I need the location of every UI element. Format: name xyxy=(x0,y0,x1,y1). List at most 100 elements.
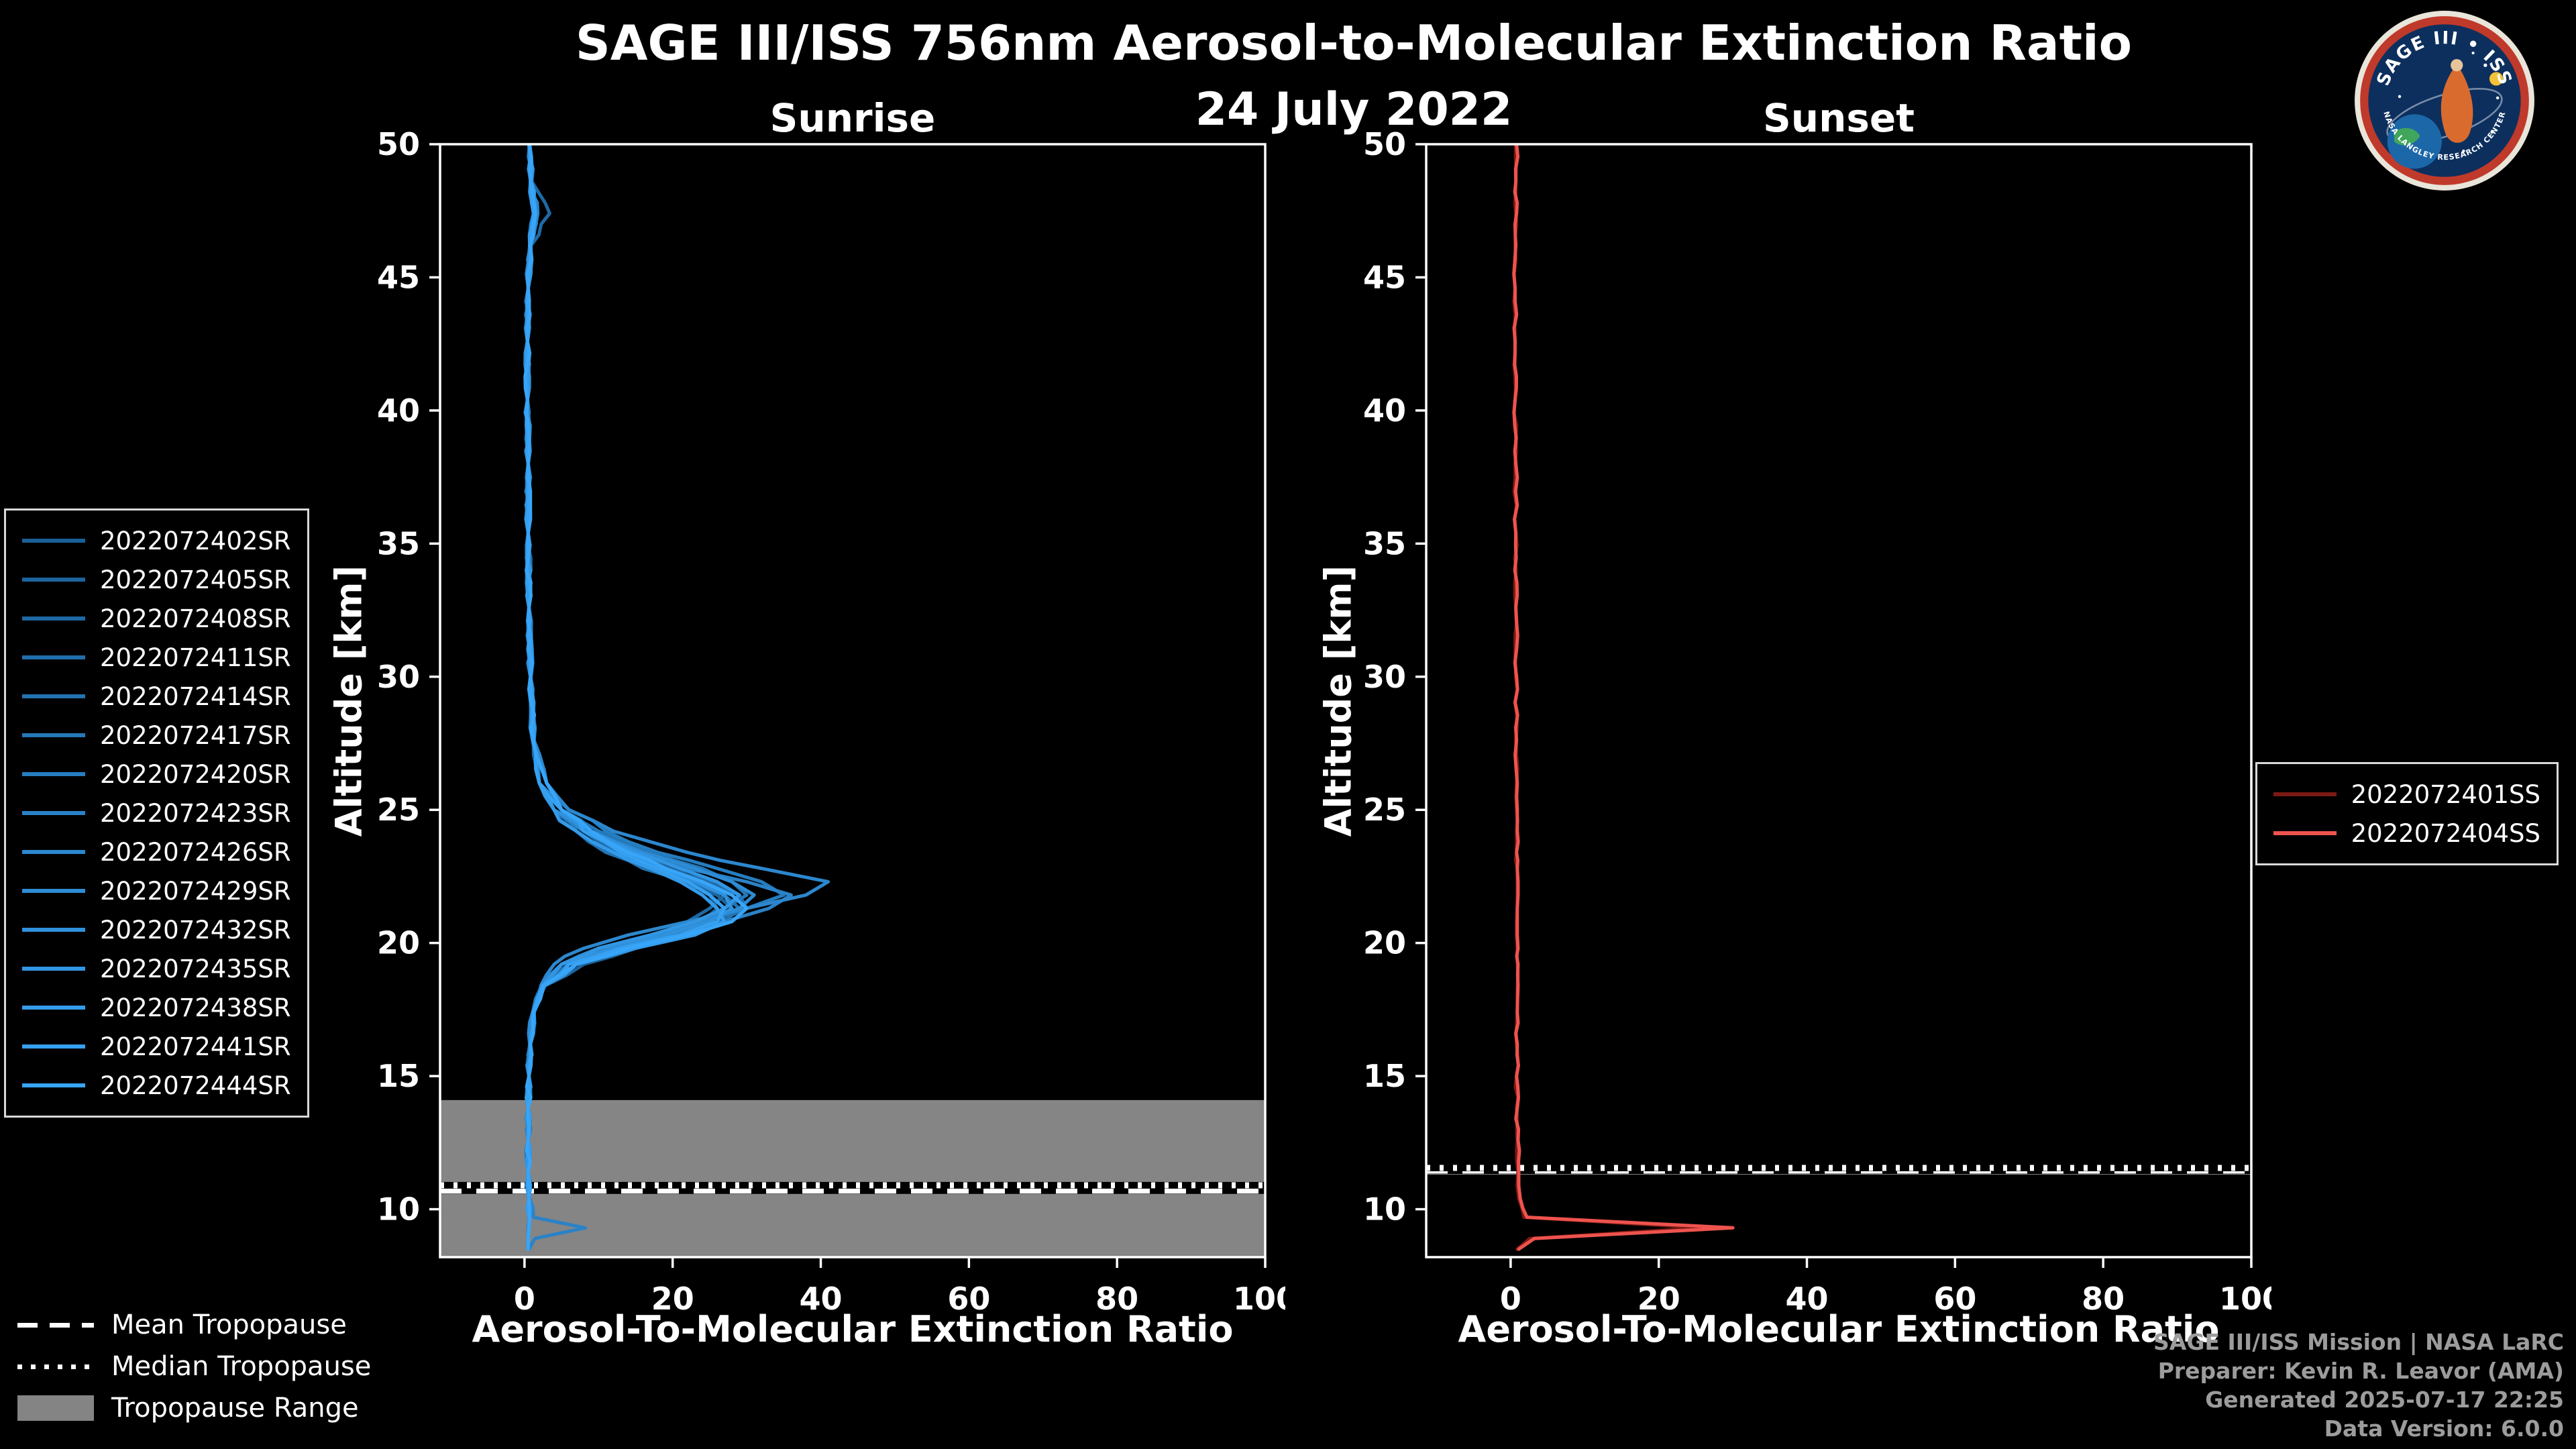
legend-line-sample xyxy=(2273,831,2337,835)
credit-preparer: Preparer: Kevin R. Leavor (AMA) xyxy=(2157,1358,2564,1385)
x-tick-label: 40 xyxy=(1786,1281,1829,1317)
y-tick-label: 35 xyxy=(1363,525,1406,561)
logo-figure xyxy=(2440,68,2473,143)
plot-frame xyxy=(1425,143,2253,1258)
legend-line-sample xyxy=(22,578,85,582)
series-2022072405SR xyxy=(523,144,734,1251)
legend-item-label: 2022072423SR xyxy=(100,798,291,828)
legend-item: 2022072438SR xyxy=(22,988,291,1027)
y-tick-label: 20 xyxy=(1363,925,1406,961)
figure-title: SAGE III/ISS 756nm Aerosol-to-Molecular … xyxy=(575,15,2133,71)
legend-item: 2022072429SR xyxy=(22,871,291,910)
logo-earth-land xyxy=(2394,127,2420,146)
y-tick-label: 30 xyxy=(377,659,420,695)
tropopause-legend-label: Tropopause Range xyxy=(111,1393,359,1424)
legend-item-label: 2022072402SR xyxy=(100,526,291,555)
y-tick-label: 10 xyxy=(377,1191,420,1228)
legend-line-sample xyxy=(22,889,85,893)
legend-item-label: 2022072444SR xyxy=(100,1071,291,1100)
logo-stars xyxy=(2398,51,2500,153)
legend-item: 2022072414SR xyxy=(22,677,291,716)
legend-item: 2022072423SR xyxy=(22,794,291,833)
series-2022072432SR xyxy=(523,144,734,1251)
series-2022072438SR xyxy=(524,144,727,1251)
legend-line-sample xyxy=(22,850,85,854)
y-tick-label: 10 xyxy=(1363,1191,1406,1228)
legend-item: 2022072444SR xyxy=(22,1066,291,1105)
legend-item: 2022072432SR xyxy=(22,910,291,949)
legend-item: 2022072426SR xyxy=(22,833,291,871)
legend-item-label: 2022072408SR xyxy=(100,604,291,633)
sunset-legend: 2022072401SS 2022072404SS xyxy=(2255,762,2559,865)
legend-item: 2022072420SR xyxy=(22,755,291,794)
legend-line-sample xyxy=(22,772,85,776)
sunrise-panel-title: Sunrise xyxy=(769,95,936,141)
legend-line-sample xyxy=(22,1083,85,1087)
x-tick-label: 60 xyxy=(947,1281,990,1317)
panel-sunrise-plot: 0 20 40 60 80 100 10 15 20 25 30 35 40 45 50 xyxy=(377,127,1285,1317)
tropopause-legend-item: Mean Tropopause xyxy=(17,1304,371,1346)
legend-item-label: 2022072429SR xyxy=(100,876,291,906)
legend-item: 2022072441SR xyxy=(22,1027,291,1066)
y-tick-label: 30 xyxy=(1363,659,1406,695)
series-2022072414SR xyxy=(523,144,741,1251)
legend-line-sample xyxy=(2273,792,2337,796)
legend-item-label: 2022072411SR xyxy=(100,643,291,672)
series-2022072417SR xyxy=(523,144,749,1251)
tropopause-legend-label: Median Tropopause xyxy=(111,1351,372,1382)
legend-item-label: 2022072417SR xyxy=(100,720,291,750)
y-tick-label: 40 xyxy=(1363,392,1406,429)
series-2022072423SR xyxy=(524,144,793,1251)
legend-item: 2022072402SR xyxy=(22,521,291,560)
legend-item-label: 2022072405SR xyxy=(100,565,291,594)
x-tick-label: 40 xyxy=(800,1281,843,1317)
legend-line-sample xyxy=(22,1044,85,1049)
patch-line-sample xyxy=(17,1395,94,1421)
dashed-line-sample xyxy=(17,1322,94,1328)
y-tick-label: 45 xyxy=(377,259,420,295)
x-tick-label: 100 xyxy=(2219,1281,2271,1317)
dotted-line-sample xyxy=(17,1364,94,1369)
y-tick-label: 25 xyxy=(1363,792,1406,828)
panel-sunset-plot: 0 20 40 60 80 100 10 15 20 25 30 35 40 45 50 xyxy=(1363,127,2271,1317)
series-2022072404SS xyxy=(1512,144,1735,1251)
y-tick-label: 35 xyxy=(377,525,420,561)
series-2022072426SR xyxy=(523,144,830,1251)
credits-block: SAGE III/ISS Mission | NASA LaRC Prepare… xyxy=(2153,1328,2564,1444)
tropopause-legend-label: Mean Tropopause xyxy=(111,1309,347,1340)
legend-item: 2022072408SR xyxy=(22,599,291,638)
plot-frame xyxy=(439,143,1267,1258)
series-2022072402SR xyxy=(524,144,719,1251)
series-2022072401SS xyxy=(1512,144,1705,1251)
sunrise-x-axis-label: Aerosol-To-Molecular Extinction Ratio xyxy=(472,1308,1234,1350)
y-tick-label: 40 xyxy=(377,392,420,429)
legend-line-sample xyxy=(22,694,85,698)
y-tick-label: 45 xyxy=(1363,259,1406,295)
x-tick-label: 0 xyxy=(1500,1281,1521,1317)
series-2022072441SR xyxy=(523,144,727,1251)
legend-item: 2022072435SR xyxy=(22,949,291,988)
logo-figure-head xyxy=(2451,59,2463,72)
legend-item: 2022072401SS xyxy=(2273,775,2540,814)
legend-item: 2022072404SS xyxy=(2273,814,2540,853)
legend-line-sample xyxy=(22,1006,85,1010)
legend-item-label: 2022072420SR xyxy=(100,759,291,789)
legend-line-sample xyxy=(22,655,85,659)
x-tick-label: 20 xyxy=(1638,1281,1680,1317)
legend-item-label: 2022072426SR xyxy=(100,837,291,867)
tropopause-legend-item: Tropopause Range xyxy=(17,1387,371,1429)
series-2022072435SR xyxy=(523,144,741,1251)
legend-item-label: 2022072432SR xyxy=(100,915,291,945)
y-tick-label: 15 xyxy=(377,1058,420,1094)
x-tick-label: 80 xyxy=(1095,1281,1138,1317)
x-tick-label: 100 xyxy=(1233,1281,1285,1317)
x-tick-label: 80 xyxy=(2082,1281,2125,1317)
series-2022072420SR xyxy=(523,144,786,1251)
logo-sun xyxy=(2489,72,2504,86)
legend-item-label: 2022072438SR xyxy=(100,993,291,1022)
x-tick-label: 60 xyxy=(1933,1281,1976,1317)
series-2022072411SR xyxy=(524,144,749,1251)
legend-line-sample xyxy=(22,967,85,971)
legend-item: 2022072411SR xyxy=(22,638,291,677)
sage-iii-iss-logo: SAGE III • ISS NASA LANGLEY RESEARCH CEN… xyxy=(2355,11,2534,191)
